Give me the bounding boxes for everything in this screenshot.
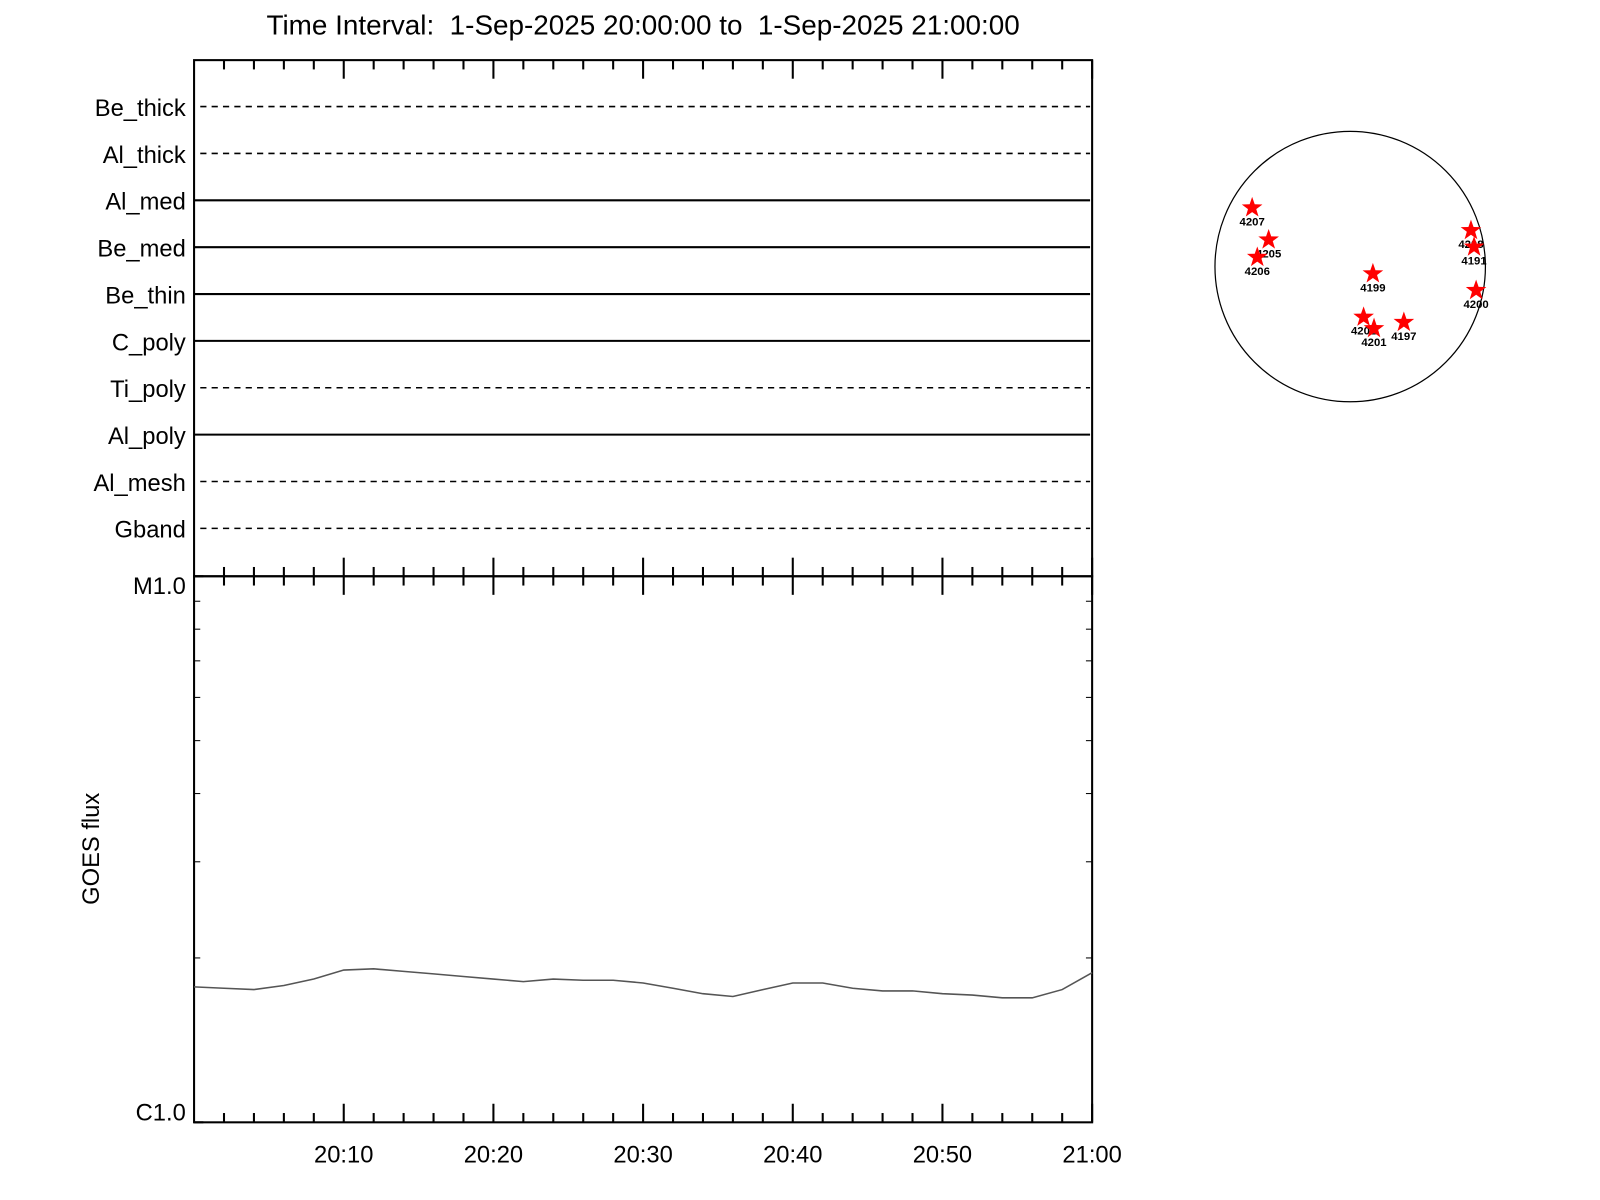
x-tick-label: 20:10 [314,1143,373,1169]
solar-disk [1214,130,1487,403]
active-region-label: 4205 [1256,248,1281,260]
filter-label: Al_mesh [93,471,185,497]
y-tick-label: M1.0 [133,574,186,600]
active-region-marker [1241,196,1263,217]
active-region-marker [1362,262,1384,283]
active-region-label: 4191 [1461,256,1486,268]
active-region-marker [1363,317,1385,338]
active-region-marker [1465,279,1487,300]
filter-panel-frame [193,59,1094,578]
x-tick-label: 20:50 [913,1143,972,1169]
active-region-label: 4207 [1240,216,1265,228]
filter-label: Be_thin [105,283,186,309]
filter-label: Be_med [97,237,185,263]
active-region-marker [1246,246,1268,267]
active-region-marker [1258,229,1279,249]
x-tick-label: 20:40 [763,1143,822,1169]
active-region-label: 4201 [1361,337,1386,349]
active-region-marker [1393,311,1415,332]
y-axis-label: GOES flux [79,793,105,905]
active-region-marker [1353,306,1374,326]
x-tick-label: 21:00 [1062,1143,1121,1169]
goes-panel-frame [193,575,1094,1124]
x-tick-label: 20:30 [613,1143,672,1169]
filter-label: Gband [115,518,186,544]
active-region-label: 4206 [1245,266,1270,278]
filter-label: Al_poly [108,424,186,450]
filter-label: Al_thick [103,143,186,169]
active-region-label: 4200 [1463,299,1488,311]
filter-label: Be_thick [95,96,186,122]
y-tick-label: C1.0 [136,1100,186,1126]
chart-title: Time Interval: 1-Sep-2025 20:00:00 to 1-… [266,9,1019,40]
active-region-marker [1463,236,1485,256]
goes-flux-line [194,968,1093,999]
filter-label: Al_med [105,190,185,216]
active-region-marker [1460,219,1482,240]
x-tick-label: 20:20 [464,1143,523,1169]
filter-label: Ti_poly [110,377,186,403]
active-region-label: 4197 [1391,331,1416,343]
filter-label: C_poly [112,330,186,356]
active-region-label: 4199 [1360,282,1385,294]
